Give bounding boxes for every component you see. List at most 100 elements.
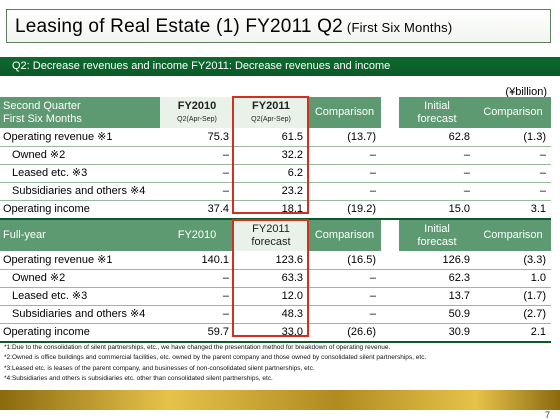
fy2010-value: – xyxy=(160,287,234,306)
q2-header-fy2010-period: Q2(Apr-Sep) xyxy=(177,115,217,123)
fy2010-value: 75.3 xyxy=(160,128,234,147)
title-box: Leasing of Real Estate (1) FY2011 Q2 (Fir… xyxy=(6,9,551,43)
q2-fy2011-highlight xyxy=(232,96,309,214)
comparison2-value: 3.1 xyxy=(475,200,551,220)
table-row: Operating revenue ※1 75.3 61.5 (13.7) 62.8 (1… xyxy=(0,128,551,147)
q2-header-comparison: Comparison xyxy=(308,97,381,129)
table-row: Subsidiaries and others ※4–48.3–50.9 (2.7… xyxy=(0,305,551,324)
footnote-4: *4:Subsidiaries and others is subsidiari… xyxy=(4,374,273,382)
footer-bar xyxy=(0,390,560,410)
fy2010-value: – xyxy=(160,305,234,324)
table-row: Operating revenue ※1 140.1 123.6 (16.5) 126.… xyxy=(0,251,551,270)
comparison2-value: (1.3) xyxy=(475,128,551,147)
gap xyxy=(381,164,399,183)
gap xyxy=(381,182,399,201)
q2-header-initial-line1: Initial xyxy=(424,99,450,112)
row-label: Operating revenue ※1 xyxy=(0,251,160,270)
comparison2-value: 2.1 xyxy=(475,323,551,343)
q2-header-initial-line2: forecast xyxy=(417,112,457,125)
comparison-value: (26.6) xyxy=(308,323,381,343)
initial-value: 13.7 xyxy=(399,287,475,306)
fy2010-value: – xyxy=(160,269,234,288)
fy2010-value: – xyxy=(160,182,234,201)
row-label: Leased etc. ※3 xyxy=(0,287,160,306)
fy-header-gap xyxy=(381,220,399,252)
fy2011-value: 23.2 xyxy=(234,182,308,201)
comparison-value: – xyxy=(308,146,381,165)
footnote-3: *3:Leased etc. is leases of the parent c… xyxy=(4,364,315,372)
fy2011-value: 63.3 xyxy=(234,269,308,288)
comparison-value: – xyxy=(308,287,381,306)
initial-value: 62.3 xyxy=(399,269,475,288)
q2-header-fy2011: FY2011 Q2(Apr-Sep) xyxy=(234,97,308,129)
fy-header-fy2010: FY2010 xyxy=(160,220,234,252)
row-label: Operating income xyxy=(0,200,160,220)
fy-header-comparison: Comparison xyxy=(308,220,381,252)
page-number: 7 xyxy=(544,410,550,420)
fy2011-value: 123.6 xyxy=(234,251,308,270)
fy-header-row: Full-year FY2010 FY2011 forecast Comparis… xyxy=(0,220,551,252)
initial-value: 50.9 xyxy=(399,305,475,324)
fy2010-value: 140.1 xyxy=(160,251,234,270)
q2-header-comparison2: Comparison xyxy=(475,97,551,129)
table-row: Operating income 59.7 33.0 (26.6) 30.9 2.1 xyxy=(0,323,551,343)
fy-header-initial-line1: Initial xyxy=(424,222,450,235)
q2-header-label-line2: First Six Months xyxy=(3,112,82,125)
comparison2-value: (2.7) xyxy=(475,305,551,324)
row-label: Owned ※2 xyxy=(0,269,160,288)
fy-header-initial-line2: forecast xyxy=(417,235,457,248)
row-label: Leased etc. ※3 xyxy=(0,164,160,183)
page-title-sub: (First Six Months) xyxy=(346,20,453,35)
page-title-main: Leasing of Real Estate (1) FY2011 Q2 xyxy=(15,16,343,37)
fy2011-value: 61.5 xyxy=(234,128,308,147)
initial-value: – xyxy=(399,146,475,165)
table-row: Operating income 37.4 18.1 (19.2) 15.0 3.1 xyxy=(0,200,551,220)
fy2011-value: 12.0 xyxy=(234,287,308,306)
gap xyxy=(381,251,399,270)
fy-header-fy2011-line1: FY2011 xyxy=(252,222,290,235)
comparison-value: (13.7) xyxy=(308,128,381,147)
fy-header-initial: Initial forecast xyxy=(399,220,475,252)
fy2010-value: – xyxy=(160,146,234,165)
initial-value: – xyxy=(399,182,475,201)
comparison-value: – xyxy=(308,164,381,183)
gap xyxy=(381,323,399,343)
comparison2-value: (3.3) xyxy=(475,251,551,270)
table-row: Leased etc. ※3–12.0–13.7 (1.7) xyxy=(0,287,551,306)
fy-header-label: Full-year xyxy=(0,220,160,252)
initial-value: 62.8 xyxy=(399,128,475,147)
q2-header-fy2011-label: FY2011 xyxy=(252,99,290,112)
fy2011-value: 6.2 xyxy=(234,164,308,183)
table-row: Leased etc. ※3–6.2– – – xyxy=(0,164,551,183)
q2-header-label-line1: Second Quarter xyxy=(3,99,81,112)
page-title: Leasing of Real Estate (1) FY2011 Q2 (Fir… xyxy=(15,16,452,38)
fy-header-fy2011: FY2011 forecast xyxy=(234,220,308,252)
comparison2-value: 1.0 xyxy=(475,269,551,288)
fy2010-value: – xyxy=(160,164,234,183)
row-label: Operating income xyxy=(0,323,160,343)
q2-header-row: Second Quarter First Six Months FY2010 Q2(… xyxy=(0,97,551,129)
gap xyxy=(381,200,399,220)
gap xyxy=(381,305,399,324)
comparison2-value: – xyxy=(475,146,551,165)
comparison2-value: (1.7) xyxy=(475,287,551,306)
footnotes: *1:Due to the consolidation of silent pa… xyxy=(4,343,426,384)
fy2010-value: 59.7 xyxy=(160,323,234,343)
gap xyxy=(381,269,399,288)
table-row: Owned ※2–32.2– – – xyxy=(0,146,551,165)
gap xyxy=(381,128,399,147)
gap xyxy=(381,287,399,306)
row-label: Subsidiaries and others ※4 xyxy=(0,305,160,324)
q2-header-label: Second Quarter First Six Months xyxy=(0,97,160,129)
unit-label: (¥billion) xyxy=(505,86,547,98)
fy-header-comparison2: Comparison xyxy=(475,220,551,252)
q2-header-fy2011-period: Q2(Apr-Sep) xyxy=(251,115,291,123)
subheading-banner: Q2: Decrease revenues and income FY2011:… xyxy=(0,57,560,76)
fy-table: Full-year FY2010 FY2011 forecast Comparis… xyxy=(0,220,551,343)
comparison-value: (19.2) xyxy=(308,200,381,220)
comparison-value: – xyxy=(308,182,381,201)
q2-header-gap xyxy=(381,97,399,129)
initial-value: – xyxy=(399,164,475,183)
footnote-1: *1:Due to the consolidation of silent pa… xyxy=(4,344,391,351)
comparison-value: – xyxy=(308,305,381,324)
